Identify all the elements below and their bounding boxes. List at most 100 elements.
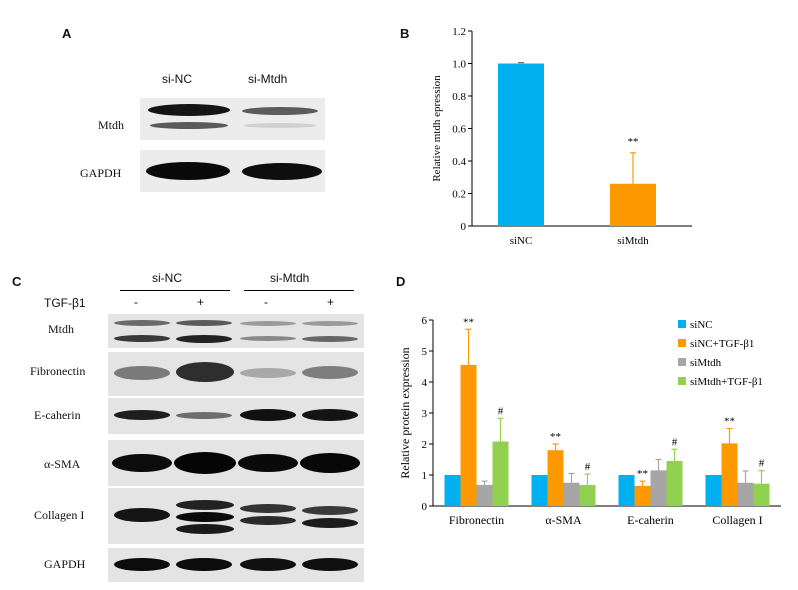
bar-0-1 — [531, 475, 548, 506]
band — [300, 453, 360, 473]
significance-mark: ** — [463, 316, 474, 328]
band — [240, 409, 296, 421]
bar-siMtdh — [610, 183, 656, 226]
significance-mark: # — [498, 405, 504, 417]
band — [238, 454, 298, 472]
legend-swatch-1 — [678, 339, 686, 347]
y-axis-title: Relative protein expression — [398, 347, 412, 478]
row-label-fibronectin: Fibronectin — [30, 364, 86, 378]
band — [148, 104, 230, 116]
x-tick-label: Fibronectin — [449, 513, 504, 527]
row-label-e-caherin: E-caherin — [34, 408, 81, 422]
y-tick-label: 4 — [422, 377, 428, 389]
bar-0-2 — [618, 475, 635, 506]
band — [240, 558, 296, 571]
band — [114, 320, 170, 326]
row-label-mtdh: Mtdh — [98, 118, 125, 132]
x-tick-label: siMtdh — [617, 235, 649, 247]
panel-letter-d: D — [396, 274, 406, 289]
band — [114, 508, 170, 522]
y-tick-label: 5 — [422, 346, 428, 358]
y-tick-label: 0.2 — [452, 189, 466, 201]
band — [302, 366, 358, 379]
treatment-mark: - — [134, 295, 138, 309]
blot-strip-gapdh — [108, 548, 364, 582]
band — [242, 107, 318, 115]
band — [240, 516, 296, 525]
bar-2-1 — [563, 482, 580, 506]
panel-letter-a: A — [62, 26, 72, 41]
y-tick-label: 0.4 — [452, 156, 466, 168]
bar-3-0 — [492, 441, 509, 506]
band — [114, 558, 170, 571]
legend-swatch-0 — [678, 320, 686, 328]
bar-0-0 — [444, 475, 461, 506]
band — [114, 410, 170, 420]
y-tick-label: 0.8 — [452, 91, 466, 103]
band — [176, 524, 234, 534]
band — [176, 320, 232, 326]
bar-2-3 — [737, 482, 754, 506]
significance-mark: ** — [550, 431, 561, 443]
treatment-mark: + — [197, 295, 205, 309]
band — [176, 500, 234, 510]
y-tick-label: 0 — [422, 501, 428, 513]
y-tick-label: 6 — [422, 315, 428, 327]
legend-label-0: siNC — [690, 319, 713, 331]
band — [176, 558, 232, 571]
chart-d: 0 1 2 3 4 5 6 Relative protein expression ** # Fib… — [398, 315, 781, 527]
x-tick-label: E-caherin — [627, 513, 674, 527]
bar-2-2 — [650, 470, 667, 506]
legend-label-1: siNC+TGF-β1 — [690, 338, 754, 350]
y-tick-label: 1.2 — [452, 26, 466, 38]
y-tick-label: 1 — [422, 470, 428, 482]
y-tick-label: 0.6 — [452, 124, 466, 136]
legend-swatch-2 — [678, 358, 686, 366]
band — [244, 123, 316, 128]
bar-0-3 — [705, 475, 722, 506]
row-label-gapdh: GAPDH — [44, 557, 86, 571]
band — [176, 362, 234, 382]
band — [240, 321, 296, 326]
x-tick-label: α-SMA — [545, 513, 582, 527]
band — [302, 336, 358, 342]
band — [302, 409, 358, 421]
x-tick-label: siNC — [510, 235, 533, 247]
y-tick-label: 2 — [422, 439, 428, 451]
group-label-si-nc: si-NC — [152, 271, 182, 285]
band — [112, 454, 172, 472]
chart-b: 0 0.2 0.4 0.6 0.8 1.0 1.2 Relative mtdh epressi… — [431, 26, 692, 247]
band — [302, 321, 358, 326]
significance-mark: # — [759, 458, 765, 470]
significance-mark: ** — [628, 136, 639, 148]
y-tick-label: 0 — [461, 221, 467, 233]
group-underline-si-mtdh — [244, 290, 354, 291]
row-label-a-sma: α-SMA — [44, 457, 81, 471]
band — [302, 506, 358, 515]
band — [114, 335, 170, 342]
blot-strip-collagen-i — [108, 488, 364, 544]
group-label-si-mtdh: si-Mtdh — [270, 271, 310, 285]
significance-mark: # — [585, 461, 591, 473]
band — [240, 336, 296, 341]
treatment-mark: - — [264, 295, 268, 309]
significance-mark: # — [672, 436, 678, 448]
bar-1-1 — [547, 450, 564, 506]
band — [302, 558, 358, 571]
band — [150, 122, 228, 129]
treatment-label: TGF-β1 — [44, 296, 86, 310]
row-label-gapdh: GAPDH — [80, 166, 122, 180]
band — [176, 335, 232, 343]
y-axis-title: Relative mtdh epression — [431, 75, 443, 182]
lane-label-si-mtdh: si-Mtdh — [248, 72, 288, 86]
treatment-mark: + — [327, 295, 335, 309]
band — [240, 368, 296, 378]
y-tick-label: 3 — [422, 408, 428, 420]
x-tick-label: Collagen I — [712, 513, 762, 527]
band — [242, 163, 322, 180]
row-label-mtdh: Mtdh — [48, 322, 75, 336]
significance-mark: ** — [637, 468, 648, 480]
bar-siNC — [498, 63, 544, 226]
legend-label-2: siMtdh — [690, 357, 722, 369]
panel-letter-b: B — [400, 26, 410, 41]
